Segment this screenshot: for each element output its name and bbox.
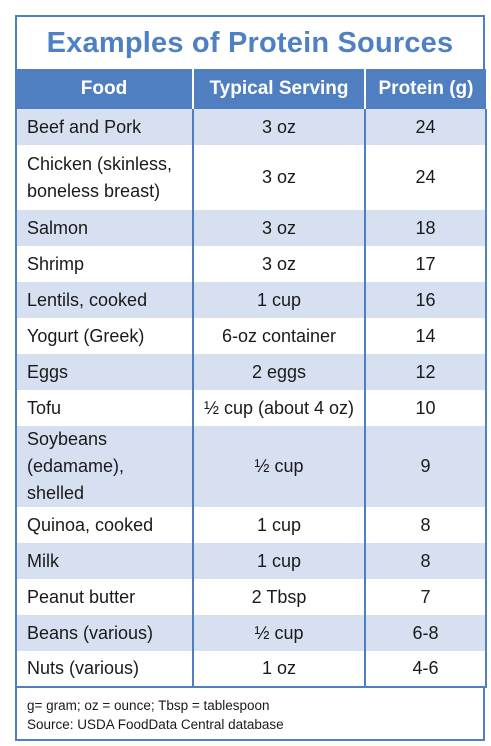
food-cell: Beef and Pork: [15, 109, 193, 145]
protein-table: Food Typical Serving Protein (g) Beef an…: [15, 69, 487, 688]
serving-cell: ½ cup: [192, 615, 365, 651]
column-header-food: Food: [80, 78, 128, 99]
table-row: Salmon 3 oz 18: [15, 210, 487, 246]
protein-cell: 24: [364, 109, 487, 145]
table-row: Lentils, cooked 1 cup 16: [15, 282, 487, 318]
food-cell: Quinoa, cooked: [15, 507, 193, 543]
food-cell: Milk: [15, 543, 193, 579]
protein-cell: 17: [364, 246, 487, 282]
column-header-protein: Protein (g): [364, 69, 486, 109]
serving-cell: 1 cup: [192, 282, 365, 318]
table-row: Shrimp 3 oz 17: [15, 246, 487, 282]
protein-cell: 16: [364, 282, 487, 318]
serving-cell: 3 oz: [192, 210, 365, 246]
serving-cell: 6-oz container: [192, 318, 365, 354]
footnote: g= gram; oz = ounce; Tbsp = tablespoon S…: [17, 688, 483, 734]
table-row: Tofu ½ cup (about 4 oz) 10: [15, 390, 487, 426]
food-cell: Shrimp: [15, 246, 193, 282]
table-row: Chicken (skinless, boneless breast) 3 oz…: [15, 145, 487, 210]
serving-cell: ½ cup (about 4 oz): [192, 390, 365, 426]
food-cell: Nuts (various): [15, 651, 193, 688]
serving-cell: 2 Tbsp: [192, 579, 365, 615]
food-cell: Tofu: [15, 390, 193, 426]
serving-cell: 2 eggs: [192, 354, 365, 390]
food-cell: Yogurt (Greek): [15, 318, 193, 354]
food-cell: Salmon: [15, 210, 193, 246]
food-cell: Eggs: [15, 354, 193, 390]
table-row: Beef and Pork 3 oz 24: [15, 109, 487, 145]
serving-cell: 1 oz: [192, 651, 365, 688]
protein-cell: 9: [364, 426, 487, 507]
abbreviations-note: g= gram; oz = ounce; Tbsp = tablespoon: [27, 698, 270, 713]
protein-cell: 6-8: [364, 615, 487, 651]
protein-cell: 10: [364, 390, 487, 426]
table-header-row: Food Typical Serving Protein (g): [16, 69, 486, 109]
table-row: Eggs 2 eggs 12: [15, 354, 487, 390]
protein-cell: 18: [364, 210, 487, 246]
table-row: Quinoa, cooked 1 cup 8: [15, 507, 487, 543]
table-row: Beans (various) ½ cup 6-8: [15, 615, 487, 651]
column-header-serving: Typical Serving: [192, 69, 365, 109]
protein-cell: 8: [364, 507, 487, 543]
food-cell: Peanut butter: [15, 579, 193, 615]
serving-cell: 3 oz: [192, 246, 365, 282]
food-cell: Lentils, cooked: [15, 282, 193, 318]
serving-cell: 1 cup: [192, 507, 365, 543]
protein-cell: 7: [364, 579, 487, 615]
protein-cell: 24: [364, 145, 487, 210]
table-row: Soybeans (edamame), shelled ½ cup 9: [15, 426, 487, 507]
table-row: Milk 1 cup 8: [15, 543, 487, 579]
table-row: Nuts (various) 1 oz 4-6: [15, 651, 487, 688]
protein-sources-card: Examples of Protein Sources Food Typical…: [15, 15, 487, 741]
page-title: Examples of Protein Sources: [46, 26, 454, 59]
food-cell: Chicken (skinless, boneless breast): [15, 145, 193, 210]
source-note: Source: USDA FoodData Central database: [27, 717, 284, 732]
protein-cell: 12: [364, 354, 487, 390]
serving-cell: ½ cup: [192, 426, 365, 507]
table-row: Peanut butter 2 Tbsp 7: [15, 579, 487, 615]
table-row: Yogurt (Greek) 6-oz container 14: [15, 318, 487, 354]
serving-cell: 3 oz: [192, 145, 365, 210]
protein-cell: 8: [364, 543, 487, 579]
serving-cell: 1 cup: [192, 543, 365, 579]
food-cell: Soybeans (edamame), shelled: [15, 426, 193, 507]
serving-cell: 3 oz: [192, 109, 365, 145]
protein-cell: 4-6: [364, 651, 487, 688]
food-cell: Beans (various): [15, 615, 193, 651]
protein-cell: 14: [364, 318, 487, 354]
